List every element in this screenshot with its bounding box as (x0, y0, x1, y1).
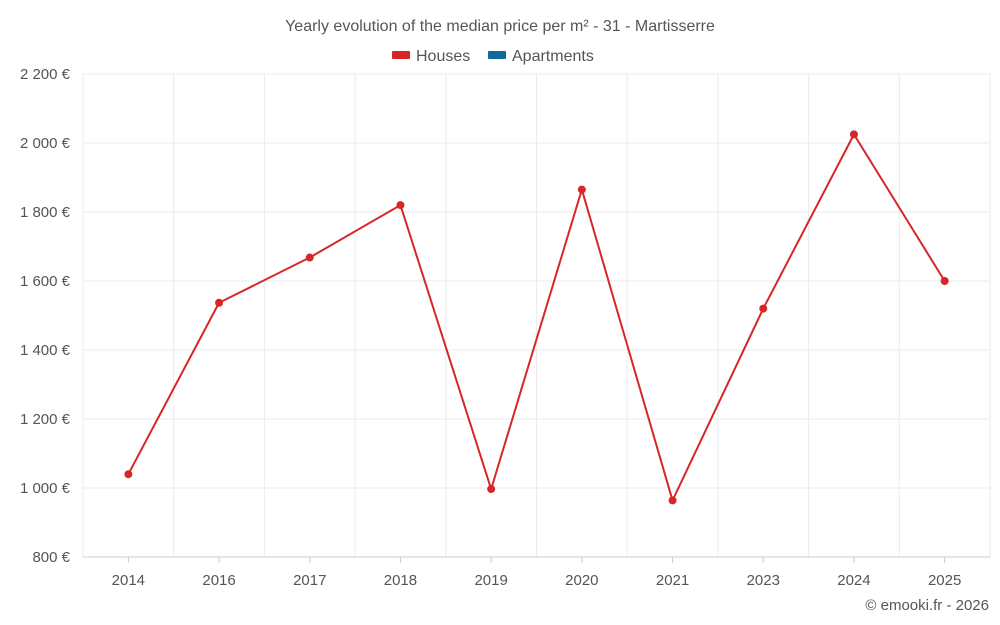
axes: 800 € 1 000 € 1 200 € 1 400 € 1 600 € 1 800 €… (20, 66, 990, 589)
x-tick-label: 2017 (293, 572, 326, 589)
x-tick-label: 2021 (656, 572, 689, 589)
data-point-houses-2021[interactable] (668, 496, 677, 505)
data-point-houses-2016[interactable] (215, 298, 224, 307)
data-point-houses-2020[interactable] (577, 185, 586, 194)
data-point-houses-2019[interactable] (487, 485, 496, 494)
grid (82, 73, 991, 557)
y-tick-label: 1 800 € (20, 204, 71, 221)
data-point-houses-2025[interactable] (940, 277, 949, 285)
data-point-houses-2017[interactable] (305, 253, 314, 262)
y-tick-label: 1 600 € (20, 273, 71, 290)
legend-swatch-houses (392, 51, 410, 59)
x-tick-label: 2025 (928, 572, 961, 589)
series-houses (124, 130, 949, 505)
x-tick-label: 2023 (747, 572, 780, 589)
y-tick-label: 1 400 € (20, 342, 71, 359)
x-tick-label: 2024 (837, 572, 870, 589)
series-line-houses (127, 133, 946, 502)
chart-title: Yearly evolution of the median price per… (285, 18, 715, 35)
x-tick-label: 2019 (474, 572, 507, 589)
y-tick-label: 1 200 € (20, 411, 71, 428)
x-tick-label: 2014 (112, 572, 145, 589)
x-tick-label: 2018 (384, 572, 417, 589)
data-point-houses-2023[interactable] (759, 304, 768, 313)
data-point-houses-2018[interactable] (396, 201, 405, 210)
x-tick-label: 2016 (202, 572, 235, 589)
y-tick-label: 1 000 € (20, 480, 71, 497)
y-tick-label: 2 000 € (20, 135, 71, 152)
data-point-houses-2024[interactable] (849, 130, 858, 139)
legend-label-apartments: Apartments (512, 48, 594, 65)
legend-swatch-apartments (488, 51, 506, 59)
y-tick-label: 2 200 € (20, 66, 71, 83)
x-tick-label: 2020 (565, 572, 598, 589)
y-tick-label: 800 € (32, 549, 70, 566)
legend-item-houses[interactable]: Houses (392, 48, 470, 65)
data-point-houses-2014[interactable] (124, 470, 133, 479)
credit-text: © emooki.fr - 2026 (865, 597, 989, 614)
legend: Houses Apartments (392, 48, 594, 65)
legend-label-houses: Houses (416, 48, 470, 65)
legend-item-apartments[interactable]: Apartments (488, 48, 594, 65)
